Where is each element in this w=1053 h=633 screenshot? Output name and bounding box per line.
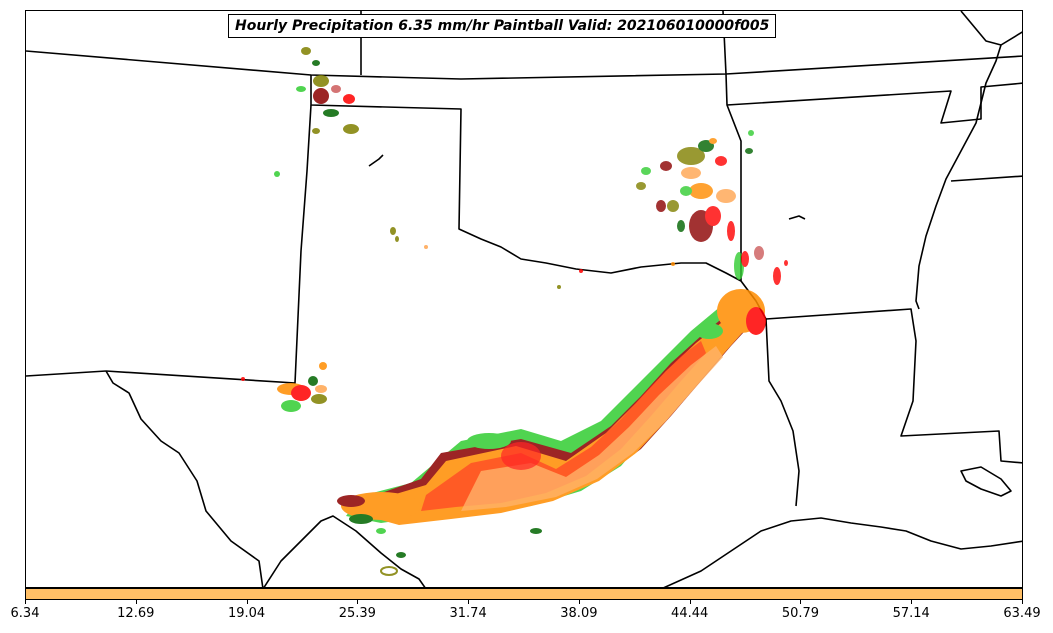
colorbar-tick-label: 44.44 (671, 606, 709, 621)
colorbar-tick (911, 600, 913, 604)
border-ms-east (950, 175, 1022, 182)
border-mexico (263, 515, 426, 587)
colorbar-tick-label: 12.69 (117, 606, 155, 621)
ne-ok-cluster (636, 130, 754, 242)
border-ar-north (726, 82, 1022, 124)
border-miss-river (915, 31, 1022, 310)
band-east-head-red (746, 307, 766, 335)
small-lake-2 (788, 215, 806, 220)
border-ok-panhandle (310, 75, 742, 282)
coast-detail (960, 466, 1012, 497)
colorbar-tick-label: 31.74 (449, 606, 487, 621)
band-west-tail-red (337, 495, 365, 507)
band-west-green (349, 514, 373, 524)
colorbar-tick-label: 57.14 (892, 606, 930, 621)
border-ok-east (725, 73, 742, 281)
colorbar (25, 588, 1023, 600)
colorbar-tick-label: 50.79 (781, 606, 820, 621)
band-mid-green (467, 433, 511, 449)
panhandle-cells (274, 47, 359, 177)
band-orange-main (363, 309, 751, 525)
map-panel (25, 10, 1023, 588)
colorbar-tick-label: 6.34 (10, 606, 40, 621)
colorbar-tick-label: 38.09 (560, 606, 598, 621)
colorbar-tick (689, 600, 691, 604)
ok-ar-cells (734, 246, 788, 285)
west-tx-cluster (241, 362, 327, 412)
colorbar-tick-label: 19.04 (227, 606, 266, 621)
colorbar-tick (357, 600, 359, 604)
squall-line-band (337, 289, 766, 525)
colorbar-tick (1022, 600, 1023, 604)
colorbar-tick (468, 600, 470, 604)
border-co-ks-north (26, 50, 1022, 80)
border-rio-grande (105, 370, 264, 587)
stray-cells (376, 227, 675, 576)
colorbar-tick (578, 600, 580, 604)
border-ms-top (960, 11, 1002, 46)
border-ar-south (765, 308, 1022, 464)
band-light-orange (461, 346, 723, 511)
band-red-core (421, 341, 706, 511)
border-co-nm (26, 370, 107, 377)
colorbar-tick (246, 600, 248, 604)
colorbar-tick (135, 600, 137, 604)
colorbar-tick-label: 25.39 (338, 606, 376, 621)
band-east-green (695, 323, 723, 339)
small-lake (368, 154, 384, 167)
colorbar-tick (25, 600, 26, 604)
gulf-coast (663, 517, 1022, 587)
band-mid-red (501, 442, 541, 470)
map-canvas (26, 11, 1022, 587)
border-tx-nm (105, 104, 312, 384)
colorbar-tick (800, 600, 802, 604)
precipitation-layer (241, 47, 788, 576)
map-title: Hourly Precipitation 6.35 mm/hr Paintbal… (228, 14, 777, 38)
colorbar-tick-label: 63.49 (1003, 606, 1041, 621)
